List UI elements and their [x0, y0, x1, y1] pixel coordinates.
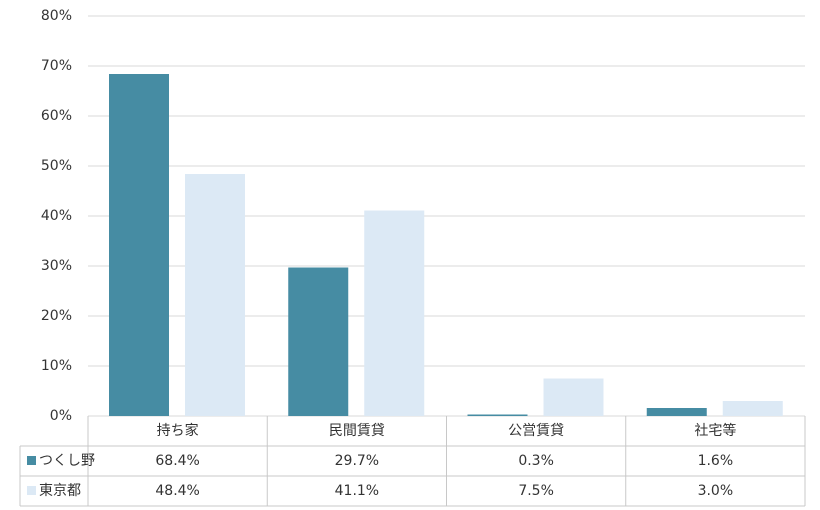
table-value: 7.5% [518, 483, 554, 499]
table-value: 0.3% [518, 453, 554, 469]
table-value: 48.4% [155, 483, 199, 499]
bar [722, 401, 783, 416]
legend-key [27, 456, 36, 465]
bar [543, 378, 604, 416]
bar [109, 74, 169, 416]
y-tick-label: 40% [41, 208, 72, 224]
y-tick-label: 50% [41, 158, 72, 174]
y-tick-label: 60% [41, 108, 72, 124]
y-tick-label: 0% [50, 408, 72, 424]
y-tick-label: 30% [41, 258, 72, 274]
table-value: 68.4% [155, 453, 199, 469]
x-tick-label: 民間賃貸 [329, 423, 385, 439]
x-tick-label: 公営賃貸 [508, 423, 564, 439]
legend-key [27, 486, 36, 495]
bar [185, 174, 245, 416]
bar [467, 414, 528, 416]
table-value: 29.7% [335, 453, 379, 469]
table-value: 41.1% [335, 483, 379, 499]
y-tick-label: 20% [41, 308, 72, 324]
y-tick-label: 10% [41, 358, 72, 374]
bar [646, 408, 707, 416]
bar [288, 267, 349, 416]
x-tick-label: 持ち家 [157, 422, 199, 439]
y-tick-label: 80% [41, 8, 72, 24]
bar [364, 210, 425, 416]
legend-label: 東京都 [39, 483, 81, 499]
y-tick-label: 70% [41, 58, 72, 74]
table-value: 1.6% [698, 453, 734, 469]
table-value: 3.0% [698, 483, 734, 499]
x-tick-label: 社宅等 [694, 422, 736, 439]
legend-label: つくし野 [39, 453, 95, 469]
